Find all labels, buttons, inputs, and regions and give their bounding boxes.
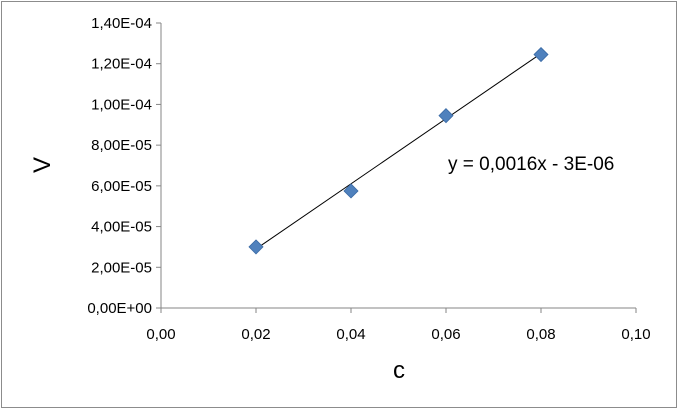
y-tick-label: 2,00E-05 <box>91 259 152 276</box>
x-tick-label: 0,06 <box>431 326 460 343</box>
data-point <box>533 46 549 63</box>
y-tick-label: 4,00E-05 <box>91 219 152 236</box>
x-axis-title: c <box>393 357 405 384</box>
data-points <box>248 46 549 255</box>
data-point <box>438 108 454 124</box>
y-tick-label: 1,20E-04 <box>91 56 152 73</box>
x-axis-ticks: 0,00 0,02 0,04 0,06 0,08 0,10 <box>146 308 651 343</box>
data-point <box>248 239 264 255</box>
trendline <box>255 53 542 250</box>
y-tick-label: 8,00E-05 <box>91 137 152 154</box>
y-axis-title: V <box>29 157 56 173</box>
trendline-equation: y = 0,0016x - 3E-06 <box>448 154 614 175</box>
data-point <box>343 183 359 199</box>
y-tick-label: 0,00E+00 <box>87 300 152 317</box>
x-tick-label: 0,02 <box>241 326 270 343</box>
x-tick-label: 0,04 <box>336 326 365 343</box>
x-tick-label: 0,00 <box>146 326 175 343</box>
y-tick-label: 1,40E-04 <box>91 15 152 32</box>
y-tick-label: 6,00E-05 <box>91 178 152 195</box>
x-tick-label: 0,08 <box>526 326 555 343</box>
y-tick-label: 1,00E-04 <box>91 96 152 113</box>
y-axis-ticks: 0,00E+00 2,00E-05 4,00E-05 6,00E-05 8,00E-05… <box>87 15 161 317</box>
x-tick-label: 0,10 <box>621 326 650 343</box>
